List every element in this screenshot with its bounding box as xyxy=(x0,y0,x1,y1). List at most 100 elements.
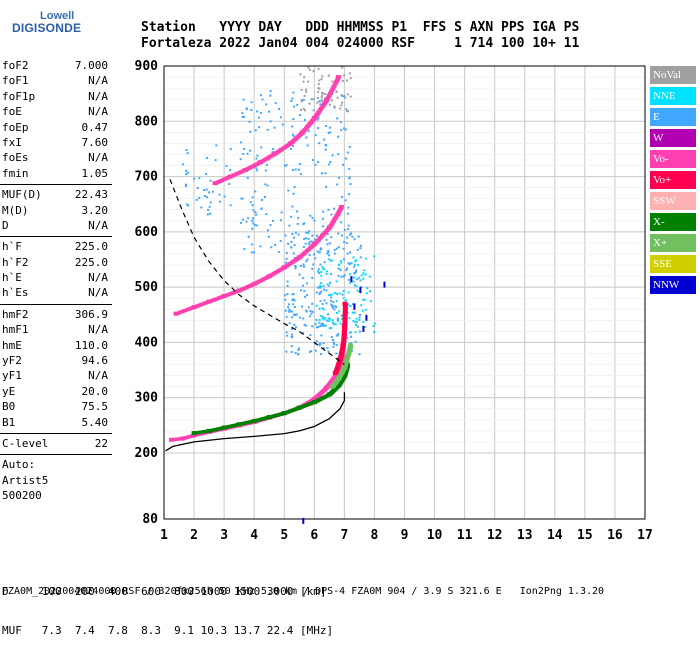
echo-dot xyxy=(365,292,368,295)
echo-dot xyxy=(359,247,362,250)
echo-dot xyxy=(321,172,324,175)
echo-dot xyxy=(320,248,323,251)
param-row: hmF2 306.9 xyxy=(0,307,112,322)
echo-dot xyxy=(219,200,222,203)
echo-dot xyxy=(304,295,307,298)
trace-point xyxy=(342,311,348,315)
echo-dot xyxy=(319,263,322,266)
trace-point xyxy=(281,265,287,270)
trace-point xyxy=(169,437,175,442)
trace-point xyxy=(341,365,347,370)
echo-dot xyxy=(218,193,221,196)
x-tick-label: 9 xyxy=(401,528,409,543)
echo-dot xyxy=(291,205,294,208)
echo-dot xyxy=(297,168,300,171)
echo-dot xyxy=(290,100,293,103)
echo-dot xyxy=(373,322,376,325)
echo-dot xyxy=(301,284,304,287)
echo-dot xyxy=(249,149,252,152)
trace-point xyxy=(328,223,334,227)
nnw-echo xyxy=(302,517,305,524)
echo-dot xyxy=(272,219,275,222)
trace-point xyxy=(338,204,344,209)
echo-dot xyxy=(335,334,338,337)
echo-dot xyxy=(355,269,358,272)
echo-dot xyxy=(364,273,367,276)
echo-dot xyxy=(294,265,297,268)
trace-point xyxy=(317,109,323,113)
echo-dot xyxy=(349,183,352,186)
param-row: hmF1 N/A xyxy=(0,322,112,337)
echo-dot xyxy=(206,196,209,199)
echo-dot xyxy=(343,95,346,98)
trace-point xyxy=(332,370,338,375)
echo-dot xyxy=(311,216,314,219)
trace-point xyxy=(326,94,332,98)
param-value: N/A xyxy=(88,218,108,232)
x-tick-label: 14 xyxy=(547,528,563,543)
echo-dot xyxy=(323,288,326,291)
trace-point xyxy=(342,304,348,308)
echo-dot xyxy=(242,218,245,221)
echo-dot xyxy=(352,280,355,283)
echo-dot xyxy=(348,273,351,276)
param-value: 20.0 xyxy=(81,384,109,398)
echo-dot xyxy=(328,126,331,129)
echo-dot xyxy=(292,134,295,137)
nnw-echo xyxy=(362,325,365,332)
echo-dot xyxy=(291,293,294,296)
echo-dot xyxy=(296,210,299,213)
param-name: fmin xyxy=(2,166,29,180)
echo-dot xyxy=(332,345,335,348)
echo-dot xyxy=(198,196,201,199)
echo-dot xyxy=(203,189,206,192)
echo-dot xyxy=(332,341,335,344)
echo-dot xyxy=(331,154,334,157)
echo-dot xyxy=(302,277,305,280)
echo-dot xyxy=(256,154,259,157)
echo-dot xyxy=(269,94,272,97)
echo-dot xyxy=(305,136,308,139)
echo-dot xyxy=(348,263,351,266)
trace-point xyxy=(311,242,317,247)
echo-dot xyxy=(348,177,351,180)
echo-dot xyxy=(304,324,307,327)
echo-dot xyxy=(270,246,273,249)
echo-dot xyxy=(289,147,292,150)
echo-dot xyxy=(255,157,258,160)
param-name: h`E xyxy=(2,271,22,285)
echo-dot xyxy=(341,66,344,69)
param-separator xyxy=(0,454,112,456)
echo-dot xyxy=(323,138,326,141)
echo-dot xyxy=(195,198,198,201)
legend: NoVal NNE E W Vo- Vo+ SSW X- X+ SSE NNW xyxy=(650,66,696,297)
echo-dot xyxy=(295,313,298,316)
param-value: 22 xyxy=(94,436,108,450)
echo-dot xyxy=(242,98,245,101)
echo-dot xyxy=(229,169,232,172)
echo-dot xyxy=(330,293,333,296)
echo-dot xyxy=(320,274,323,277)
echo-dot xyxy=(341,318,344,321)
echo-dot xyxy=(299,264,302,267)
echo-dot xyxy=(305,237,308,240)
echo-dot xyxy=(285,164,288,167)
echo-dot xyxy=(314,349,317,352)
echo-dot xyxy=(279,239,282,242)
echo-dot xyxy=(340,275,343,278)
x-tick-label: 7 xyxy=(340,528,348,543)
echo-dot xyxy=(308,350,311,353)
echo-dot xyxy=(329,131,332,134)
echo-dot xyxy=(315,318,318,321)
echo-dot xyxy=(290,246,293,249)
echo-dot xyxy=(352,256,355,259)
echo-dot xyxy=(318,271,321,274)
echo-dot xyxy=(353,238,356,241)
param-value: N/A xyxy=(88,271,108,285)
echo-dot xyxy=(309,310,312,313)
echo-dot xyxy=(317,87,320,90)
echo-dot xyxy=(303,222,306,225)
trace-point xyxy=(333,215,339,219)
echo-dot xyxy=(318,307,321,310)
param-row: B1 5.40 xyxy=(0,415,112,430)
